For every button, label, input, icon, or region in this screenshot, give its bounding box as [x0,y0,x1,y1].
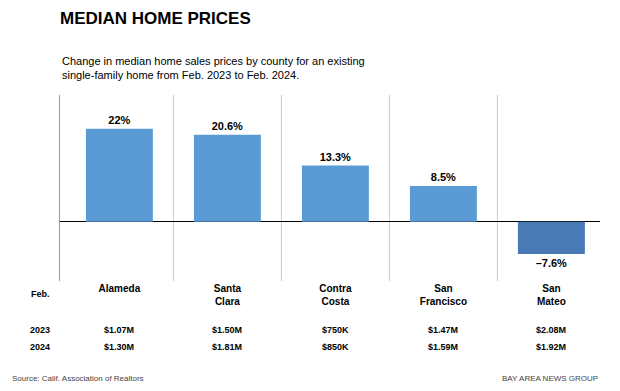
svg-text:SanFrancisco: SanFrancisco [420,283,467,307]
svg-text:Feb.: Feb. [31,289,50,299]
svg-text:$850K: $850K [322,342,349,352]
svg-text:$1.30M: $1.30M [104,342,134,352]
svg-text:$1.50M: $1.50M [212,325,242,335]
svg-text:Source: Calif. Association of: Source: Calif. Association of Realtors [12,374,144,383]
svg-text:Alameda: Alameda [99,283,141,294]
svg-text:$1.07M: $1.07M [104,325,134,335]
svg-text:20.6%: 20.6% [212,120,243,132]
svg-text:$750K: $750K [322,325,349,335]
svg-text:SanMateo: SanMateo [537,283,566,307]
svg-text:8.5%: 8.5% [431,171,456,183]
svg-text:–7.6%: –7.6% [536,257,567,269]
svg-text:$2.08M: $2.08M [536,325,566,335]
svg-text:2024: 2024 [30,342,50,352]
svg-text:$1.81M: $1.81M [212,342,242,352]
svg-text:$1.92M: $1.92M [536,342,566,352]
svg-text:BAY AREA NEWS GROUP: BAY AREA NEWS GROUP [502,374,598,383]
svg-text:MEDIAN HOME PRICES: MEDIAN HOME PRICES [60,9,251,28]
svg-text:13.3%: 13.3% [320,151,351,163]
svg-text:22%: 22% [108,114,130,126]
svg-text:SantaClara: SantaClara [214,283,242,307]
svg-text:$1.59M: $1.59M [428,342,458,352]
svg-text:Change in median home sales pr: Change in median home sales prices by co… [62,55,365,81]
svg-text:ContraCosta: ContraCosta [319,283,352,307]
svg-text:2023: 2023 [30,325,50,335]
svg-text:$1.47M: $1.47M [428,325,458,335]
